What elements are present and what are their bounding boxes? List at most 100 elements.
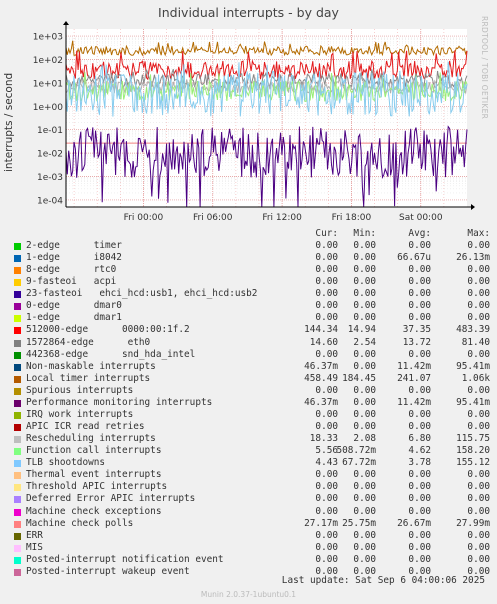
series-line-performance-monitoring-interrupts xyxy=(65,125,468,208)
legend-swatch xyxy=(14,532,21,540)
legend-row: TLB shootdowns 4.43 67.72m 3.78 155.12 xyxy=(14,457,490,469)
legend-label: Performance monitoring interrupts xyxy=(26,396,213,408)
legend-min-value: 0.00 xyxy=(353,529,376,541)
legend-row: 512000-edge 0000:00:1f.2 144.34 14.94 37.35… xyxy=(14,324,490,336)
legend-cur-value: 0.00 xyxy=(315,348,338,360)
x-tick-label: Fri 12:00 xyxy=(262,213,302,223)
legend-row: 1-edge i8042 0.00 0.00 66.67u 26.13m xyxy=(14,252,490,264)
legend-max-value: 0.00 xyxy=(467,312,490,324)
legend-row: ERR 0.00 0.00 0.00 0.00 xyxy=(14,529,490,542)
legend-label: Posted-interrupt notification event xyxy=(26,553,224,565)
legend-label: Threshold APIC interrupts xyxy=(26,481,168,493)
legend-row: Threshold APIC interrupts 0.00 0.00 0.00 0.0… xyxy=(14,481,490,493)
legend-max-value: 0.00 xyxy=(467,565,490,577)
legend-swatch xyxy=(14,315,21,323)
legend-swatch xyxy=(14,484,21,492)
legend-swatch xyxy=(14,496,21,504)
legend-label: IRQ work interrupts xyxy=(26,408,134,420)
legend-swatch xyxy=(14,327,21,335)
legend-label: 1572864-edge eth0 xyxy=(26,336,151,348)
legend-avg-value: 0.00 xyxy=(408,529,431,541)
legend-row: 23-fasteoi ehci_hcd:usb1, ehci_hcd:usb2 0… xyxy=(14,288,490,300)
legend-row: Posted-interrupt wakeup event 0.00 0.00 0.0… xyxy=(14,566,490,578)
legend-swatch xyxy=(14,291,21,299)
legend-cur-value: 0.00 xyxy=(315,264,338,276)
legend-swatch xyxy=(14,520,21,528)
legend-swatch xyxy=(14,544,21,552)
legend-swatch xyxy=(14,363,21,371)
legend-min-value: 0.00 xyxy=(353,312,376,324)
legend-swatch xyxy=(14,387,21,395)
legend-avg-value: 0.00 xyxy=(408,300,431,312)
legend-row: 442368-edge snd_hda_intel 0.00 0.00 0.00 0.0… xyxy=(14,348,490,361)
legend-cur-value: 0.00 xyxy=(315,493,338,505)
legend-avg-value: 0.00 xyxy=(408,421,431,433)
legend-avg-value: 13.72 xyxy=(402,336,431,348)
y-tick-label: 1e-02 xyxy=(37,150,63,160)
legend-max-value: 483.39 xyxy=(456,324,490,336)
legend-swatch xyxy=(14,556,21,564)
y-tick-label: 1e+00 xyxy=(33,103,64,113)
legend-label: ERR xyxy=(26,529,43,541)
series-line-local-timer-interrupts xyxy=(65,40,468,57)
legend-max-value: 0.00 xyxy=(467,384,490,396)
legend-max-value: 155.12 xyxy=(456,457,490,469)
legend-max-value: 0.00 xyxy=(467,541,490,553)
legend-label: Machine check polls xyxy=(26,517,134,529)
legend-avg-value: 0.00 xyxy=(408,493,431,505)
legend-min-value: 0.00 xyxy=(353,288,376,300)
y-tick-label: 1e+03 xyxy=(33,33,63,43)
legend-avg-value: 0.00 xyxy=(408,469,431,481)
legend-label: 512000-edge 0000:00:1f.2 xyxy=(26,324,190,336)
legend-max-value: 0.00 xyxy=(467,529,490,541)
legend-label: 1-edge dmar1 xyxy=(26,312,122,324)
legend-avg-value: 11.42m xyxy=(397,396,431,408)
legend-max-value: 0.00 xyxy=(467,276,490,288)
legend-avg-value: 0.00 xyxy=(408,481,431,493)
header-min: Min: xyxy=(353,228,376,239)
x-tick-label: Fri 06:00 xyxy=(193,213,233,223)
x-axis-arrow xyxy=(471,204,475,210)
legend-row: Function call interrupts 5.56 508.72m 4.62 1… xyxy=(14,445,490,457)
legend-min-value: 14.94 xyxy=(347,324,376,336)
legend-min-value: 0.00 xyxy=(353,553,376,565)
legend-max-value: 0.00 xyxy=(467,469,490,481)
legend-min-value: 0.00 xyxy=(353,408,376,420)
legend-cur-value: 4.43 xyxy=(315,457,338,469)
legend-row: Performance monitoring interrupts 46.37m 0… xyxy=(14,396,490,409)
legend-max-value: 27.99m xyxy=(456,517,490,529)
legend-swatch xyxy=(14,267,21,275)
plot-area: 1e+03 1e+02 1e+01 1e+00 1e-01 1e-02 1e-03 1e-04… xyxy=(33,21,475,223)
legend-label: Thermal event interrupts xyxy=(26,469,162,481)
legend-min-value: 0.00 xyxy=(353,348,376,360)
legend-label: Deferred Error APIC interrupts xyxy=(26,493,196,505)
legend-min-value: 0.00 xyxy=(353,396,376,408)
legend-max-value: 0.00 xyxy=(467,300,490,312)
series-line-512000-edge-0000-00-1f-2 xyxy=(65,50,468,81)
legend-min-value: 0.00 xyxy=(353,252,376,264)
legend-min-value: 0.00 xyxy=(353,360,376,372)
legend-swatch xyxy=(14,568,21,576)
header-max: Max: xyxy=(467,228,490,239)
legend-swatch xyxy=(14,339,21,347)
legend-avg-value: 0.00 xyxy=(408,312,431,324)
y-tick-label: 1e+02 xyxy=(33,56,63,66)
legend-avg-value: 0.00 xyxy=(408,276,431,288)
legend-cur-value: 0.00 xyxy=(315,553,338,565)
legend-cur-value: 0.00 xyxy=(315,408,338,420)
legend-max-value: 0.00 xyxy=(467,264,490,276)
header-avg: Avg: xyxy=(408,228,431,239)
legend-avg-value: 0.00 xyxy=(408,264,431,276)
last-update: Last update: Sat Sep 6 04:00:06 2025 xyxy=(281,575,485,586)
legend-max-value: 0.00 xyxy=(467,493,490,505)
legend-min-value: 0.00 xyxy=(353,481,376,493)
legend-cur-value: 0.00 xyxy=(315,529,338,541)
legend-avg-value: 6.80 xyxy=(408,433,431,445)
legend-swatch xyxy=(14,448,21,456)
legend-cur-value: 0.00 xyxy=(315,421,338,433)
legend-max-value: 26.13m xyxy=(456,252,490,264)
legend-label: 23-fasteoi ehci_hcd:usb1, ehci_hcd:usb2 xyxy=(26,288,258,300)
legend-min-value: 0.00 xyxy=(353,493,376,505)
legend-cur-value: 0.00 xyxy=(315,276,338,288)
legend-max-value: 0.00 xyxy=(467,505,490,517)
